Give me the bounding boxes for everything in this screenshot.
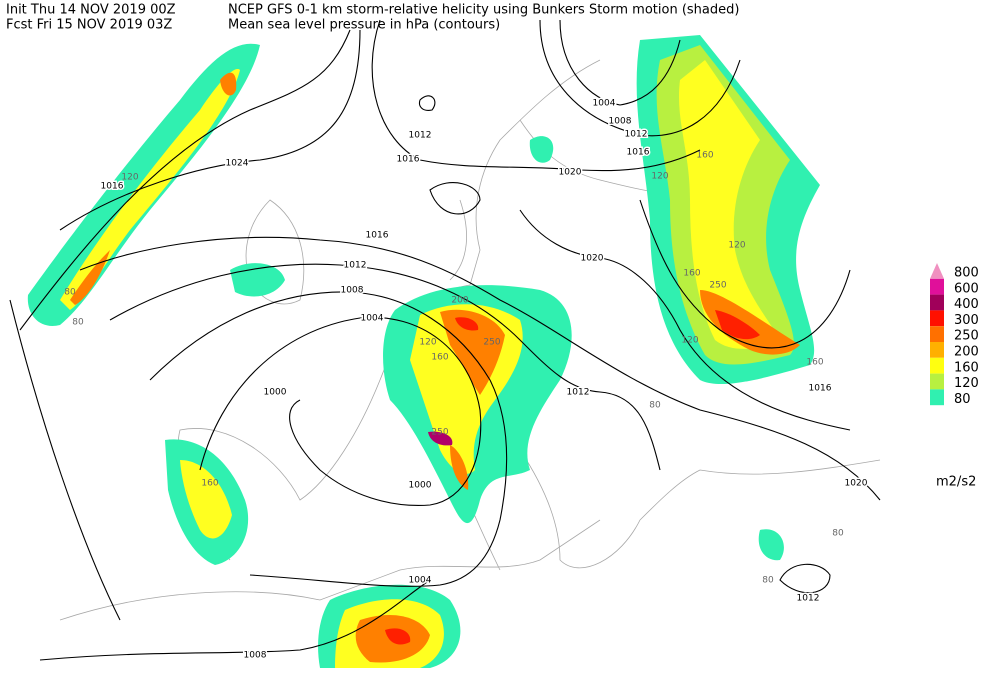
isobars — [9, 19, 881, 661]
isobar-label: 1004 — [361, 314, 384, 324]
isobar — [149, 291, 508, 587]
legend-label: 600 — [954, 281, 979, 296]
legend-swatch — [930, 357, 944, 374]
isobar — [9, 299, 121, 621]
legend-label: 400 — [954, 297, 979, 312]
shaded-area — [428, 431, 453, 446]
shading-label: 250 — [709, 281, 726, 291]
isobar — [79, 236, 881, 501]
legend-label: 160 — [954, 360, 979, 375]
contour-title: Mean sea level pressure in hPa (contours… — [228, 18, 500, 33]
legend-label: 120 — [954, 376, 979, 391]
legend-label: 200 — [954, 345, 979, 360]
helicity-shading — [27, 35, 820, 668]
isobar-label: 1008 — [341, 286, 364, 296]
isobar-label: 1012 — [797, 594, 820, 604]
init-time: Init Thu 14 NOV 2019 00Z — [6, 3, 176, 18]
product-title: NCEP GFS 0-1 km storm-relative helicity … — [228, 3, 739, 18]
isobar — [539, 19, 741, 137]
isobar — [519, 209, 851, 431]
isobar-label: 1016 — [397, 155, 420, 165]
shading-label: 80 — [762, 576, 774, 586]
legend-swatch — [930, 294, 944, 311]
legend-swatch — [930, 389, 944, 406]
shading-label: 120 — [651, 172, 668, 182]
shaded-area — [700, 290, 800, 355]
legend-label: 80 — [954, 392, 971, 407]
isobar-label: 1016 — [627, 148, 650, 158]
isobar-label: 1000 — [409, 481, 432, 491]
shading-label: 80 — [64, 288, 76, 298]
isobar-labels: 1012 1016 1024 1016 1020 1016 1020 1012 … — [99, 97, 869, 662]
isobar-label: 1008 — [244, 651, 267, 661]
forecast-time: Fcst Fri 15 NOV 2019 03Z — [6, 18, 172, 33]
isobar-label: 1012 — [409, 131, 432, 141]
isobar — [371, 19, 701, 172]
legend-swatch — [930, 263, 944, 279]
shading-labels: 80 80 120 120 160 120 160 250 120 160 20… — [64, 151, 844, 586]
isobar — [109, 263, 661, 471]
shading-label: 250 — [431, 428, 448, 438]
isobar-label: 1008 — [609, 117, 632, 127]
coastline — [59, 59, 881, 621]
shaded-area — [60, 69, 240, 311]
legend-label: 800 — [954, 266, 979, 281]
legend-swatch — [930, 278, 944, 295]
isobar-label: 1016 — [809, 384, 832, 394]
isobar-label: 1020 — [559, 168, 582, 178]
legend-swatch — [930, 342, 944, 358]
isobar-label: 1012 — [344, 261, 367, 271]
shading-label: 250 — [483, 338, 500, 348]
isobar — [779, 563, 831, 594]
isobar-label: 1004 — [593, 99, 616, 109]
isobar-label: 1000 — [264, 388, 287, 398]
shading-label: 160 — [696, 151, 713, 161]
shading-label: 160 — [201, 479, 218, 489]
shading-label: 120 — [121, 173, 138, 183]
isobar — [418, 95, 481, 215]
isobar — [199, 316, 482, 506]
legend-label: 300 — [954, 313, 979, 328]
shading-label: 80 — [72, 318, 84, 328]
legend-swatch — [930, 326, 944, 342]
isobar-label: 1012 — [567, 388, 590, 398]
isobar — [639, 199, 851, 349]
shading-label: 160 — [683, 269, 700, 279]
shading-label: 200 — [451, 296, 468, 306]
shading-label: 120 — [419, 338, 436, 348]
isobar-label: 1020 — [845, 479, 868, 489]
legend-swatch — [930, 373, 944, 390]
shaded-area — [715, 310, 760, 340]
isobar-label: 1024 — [226, 159, 249, 169]
isobar — [559, 19, 681, 106]
isobar-label: 1004 — [409, 576, 432, 586]
isobar — [59, 29, 361, 231]
shading-label: 160 — [431, 353, 448, 363]
shaded-area — [385, 628, 411, 645]
isobar — [19, 29, 351, 331]
shaded-area — [455, 317, 479, 331]
shaded-area — [70, 72, 237, 305]
isobar-label: 1012 — [625, 130, 648, 140]
legend-label: 250 — [954, 329, 979, 344]
isobar-label: 1016 — [366, 231, 389, 241]
shaded-area — [678, 60, 780, 349]
legend-units: m2/s2 — [936, 475, 976, 490]
isobar-label: 1016 — [101, 182, 124, 192]
shading-label: 120 — [728, 241, 745, 251]
legend-swatch — [930, 310, 944, 327]
isobar-label: 1020 — [581, 254, 604, 264]
shading-label: 120 — [681, 336, 698, 346]
shaded-area — [230, 136, 554, 297]
shaded-area — [440, 309, 505, 490]
shading-label: 80 — [649, 401, 661, 411]
isobar — [39, 579, 431, 661]
shading-label: 80 — [832, 529, 844, 539]
shading-label: 160 — [806, 358, 823, 368]
